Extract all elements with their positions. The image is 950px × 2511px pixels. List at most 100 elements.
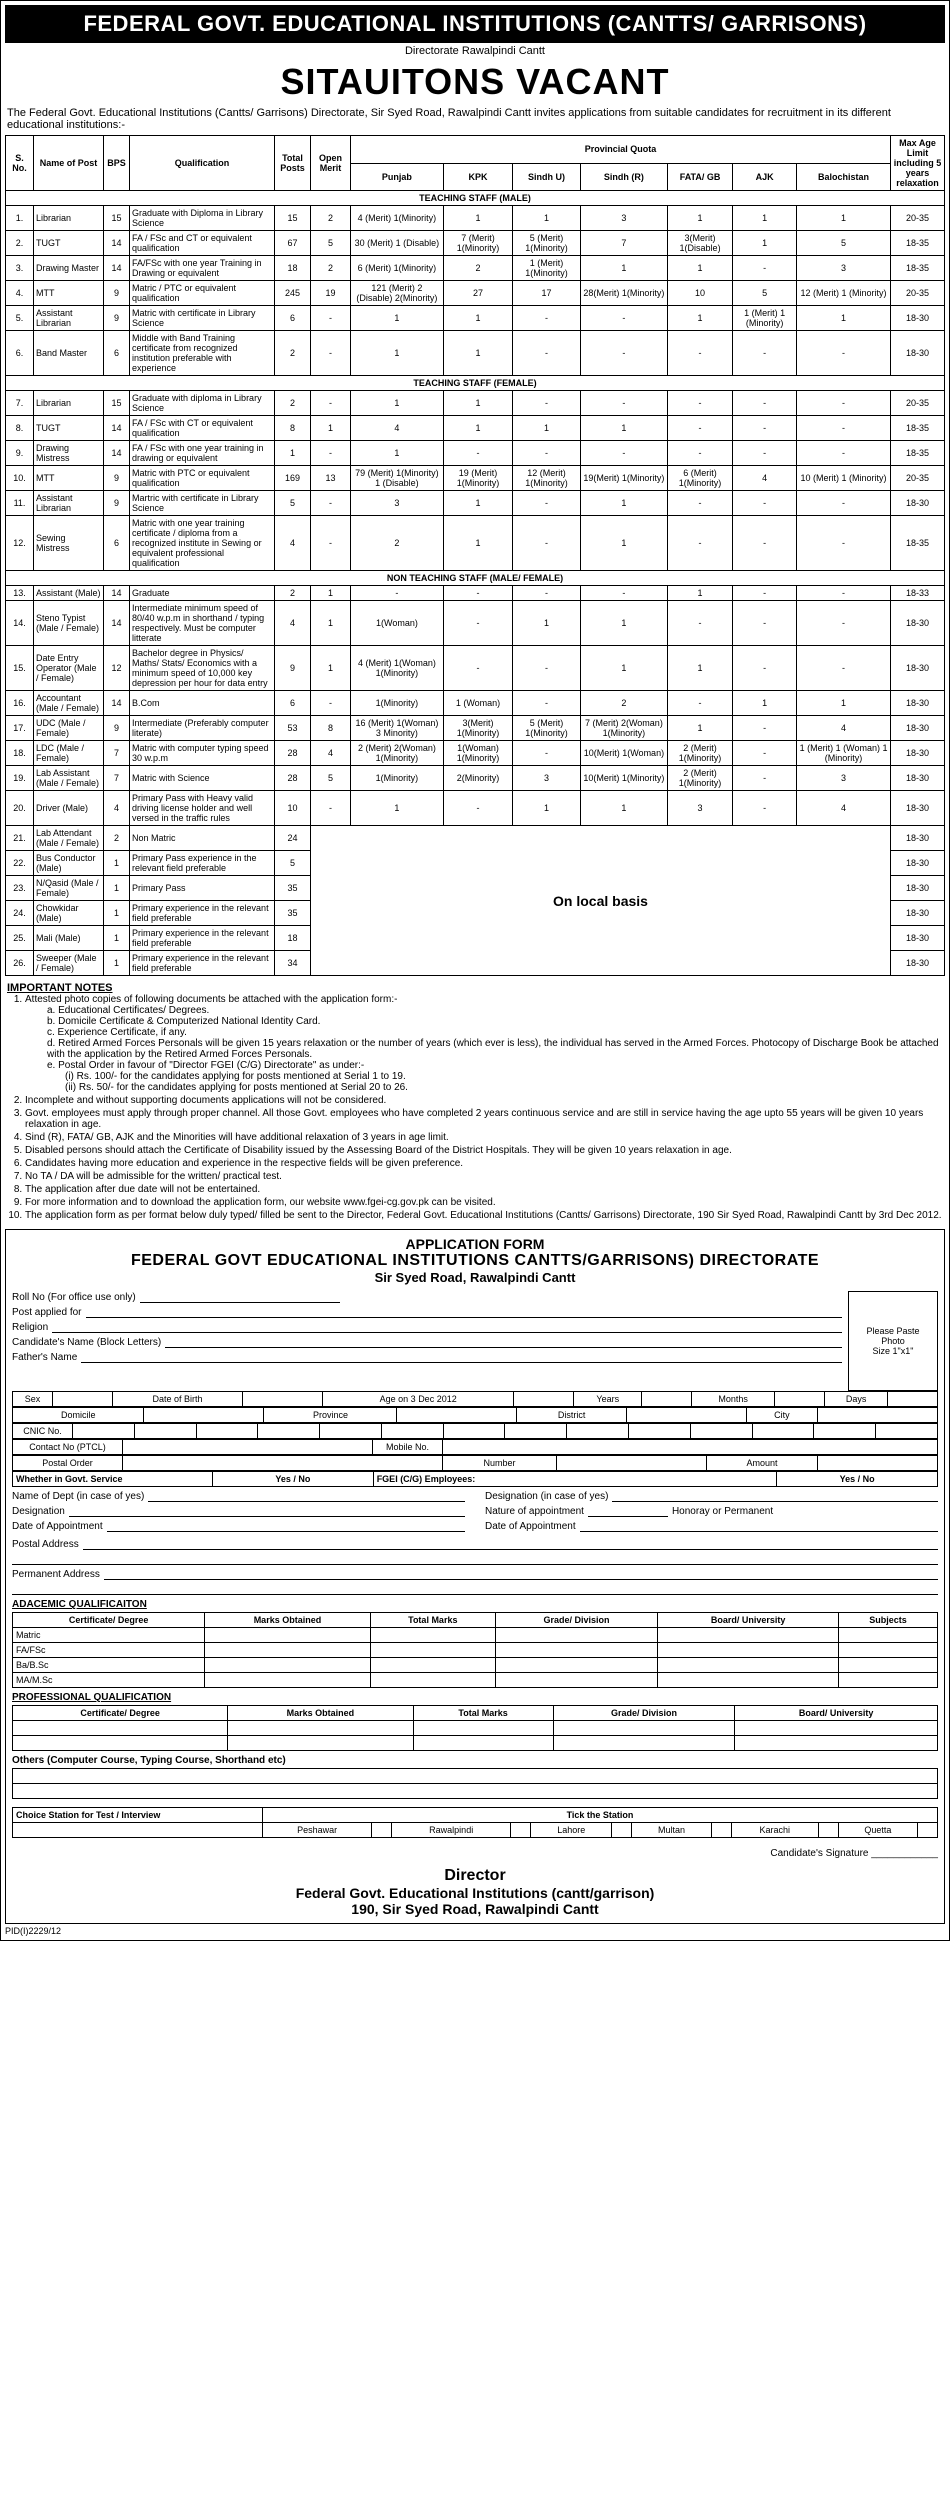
th-fata: FATA/ GB xyxy=(667,163,732,191)
field-dept[interactable] xyxy=(148,1490,465,1502)
field-dist[interactable] xyxy=(626,1408,746,1423)
field-doa2[interactable] xyxy=(580,1520,938,1532)
table-row: 9.Drawing Mistress14FA / FSc with one ye… xyxy=(6,441,945,466)
field-cnic[interactable] xyxy=(73,1424,135,1439)
row-contact: Contact No (PTCL) Mobile No. xyxy=(12,1439,938,1455)
field-number[interactable] xyxy=(556,1456,706,1471)
field-permaddr[interactable] xyxy=(104,1568,938,1580)
st-rwp: Rawalpindi xyxy=(392,1823,511,1838)
field-desig2[interactable] xyxy=(612,1490,938,1502)
chk-quetta[interactable] xyxy=(918,1823,938,1838)
chk-rwp[interactable] xyxy=(511,1823,531,1838)
th-cert: Certificate/ Degree xyxy=(13,1613,205,1628)
posts-table: S. No. Name of Post BPS Qualification To… xyxy=(5,135,945,976)
field-postal[interactable] xyxy=(123,1456,443,1471)
th-board: Board/ University xyxy=(658,1613,839,1628)
section-header: NON TEACHING STAFF (MALE/ FEMALE) xyxy=(6,571,945,586)
lbl-months: Months xyxy=(692,1392,775,1407)
field-city[interactable] xyxy=(818,1408,938,1423)
signature-line: Candidate's Signature ____________ xyxy=(12,1848,938,1859)
table-row: 15.Date Entry Operator (Male / Female)12… xyxy=(6,646,945,691)
th-bps: BPS xyxy=(104,136,130,191)
photo-l2: Photo xyxy=(849,1336,937,1346)
field-mobile[interactable] xyxy=(443,1440,938,1455)
app-h1: APPLICATION FORM xyxy=(12,1236,938,1252)
th-bal: Balochistan xyxy=(797,163,891,191)
field-days[interactable] xyxy=(888,1392,938,1407)
lbl-post: Post applied for xyxy=(12,1307,82,1318)
lbl-roll: Roll No (For office use only) xyxy=(12,1292,136,1303)
table-row: 8.TUGT14FA / FSc with CT or equivalent q… xyxy=(6,416,945,441)
lbl-doa: Date of Appointment xyxy=(12,1521,103,1532)
note-item: Sind (R), FATA/ GB, AJK and the Minoriti… xyxy=(25,1132,943,1143)
lbl-number: Number xyxy=(443,1456,557,1471)
acad-ma: MA/M.Sc xyxy=(13,1673,205,1688)
lbl-father: Father's Name xyxy=(12,1352,77,1363)
field-ageon[interactable] xyxy=(514,1392,574,1407)
field-dob[interactable] xyxy=(242,1392,322,1407)
chk-lhr[interactable] xyxy=(612,1823,632,1838)
lbl-dob: Date of Birth xyxy=(113,1392,243,1407)
field-contact[interactable] xyxy=(123,1440,373,1455)
lbl-cnic: CNIC No. xyxy=(13,1424,73,1439)
field-desig[interactable] xyxy=(69,1505,465,1517)
field-permaddr2[interactable] xyxy=(12,1583,938,1595)
th-marks: Marks Obtained xyxy=(205,1613,371,1628)
chk-pesh[interactable] xyxy=(372,1823,392,1838)
lbl-yesno2: Yes / No xyxy=(777,1472,938,1487)
th-name: Name of Post xyxy=(34,136,104,191)
th-total: Total Posts xyxy=(275,136,311,191)
field-religion[interactable] xyxy=(52,1321,842,1333)
chk-mul[interactable] xyxy=(711,1823,731,1838)
acad-fa: FA/FSc xyxy=(13,1643,205,1658)
page: FEDERAL GOVT. EDUCATIONAL INSTITUTIONS (… xyxy=(0,0,950,1941)
field-post[interactable] xyxy=(86,1306,843,1318)
field-doa[interactable] xyxy=(107,1520,465,1532)
prof-title: PROFESSIONAL QUALIFICATION xyxy=(12,1692,938,1703)
th-tot: Total Marks xyxy=(370,1613,495,1628)
field-roll[interactable] xyxy=(140,1291,340,1303)
table-row: 6.Band Master6Middle with Band Training … xyxy=(6,331,945,376)
field-months[interactable] xyxy=(775,1392,825,1407)
field-amount[interactable] xyxy=(818,1456,938,1471)
field-paddr[interactable] xyxy=(83,1538,938,1550)
table-row: 16.Accountant (Male / Female)14B.Com6-1(… xyxy=(6,691,945,716)
pid: PID(I)2229/12 xyxy=(5,1926,945,1936)
app-h2: FEDERAL GOVT EDUCATIONAL INSTITUTIONS CA… xyxy=(12,1252,938,1270)
th-cert2: Certificate/ Degree xyxy=(13,1706,228,1721)
prof-table: Certificate/ Degree Marks Obtained Total… xyxy=(12,1705,938,1751)
lbl-city: City xyxy=(746,1408,817,1423)
field-cand[interactable] xyxy=(165,1336,842,1348)
lbl-postal: Postal Order xyxy=(13,1456,123,1471)
table-row: 2.TUGT14FA / FSc and CT or equivalent qu… xyxy=(6,231,945,256)
photo-box: Please Paste Photo Size 1"x1" xyxy=(848,1291,938,1391)
field-sex[interactable] xyxy=(53,1392,113,1407)
field-prov[interactable] xyxy=(397,1408,517,1423)
lbl-sig: Candidate's Signature xyxy=(770,1848,868,1859)
field-nature[interactable] xyxy=(588,1505,668,1517)
posts-body: TEACHING STAFF (MALE)1.Librarian15Gradua… xyxy=(6,191,945,976)
table-row: 21.Lab Attendant (Male / Female)2Non Mat… xyxy=(6,826,945,851)
table-row: 4.MTT9Matric / PTC or equivalent qualifi… xyxy=(6,281,945,306)
lbl-nature: Nature of appointment xyxy=(485,1506,584,1517)
note-item: The application after due date will not … xyxy=(25,1184,943,1195)
field-father[interactable] xyxy=(81,1351,842,1363)
th-open: Open Merit xyxy=(311,136,351,191)
lbl-honperm: Honoray or Permanent xyxy=(672,1506,773,1517)
table-row: 20.Driver (Male)4Primary Pass with Heavy… xyxy=(6,791,945,826)
note-item: Candidates having more education and exp… xyxy=(25,1158,943,1169)
table-row: 5.Assistant Librarian9Matric with certif… xyxy=(6,306,945,331)
field-years[interactable] xyxy=(642,1392,692,1407)
application-form: APPLICATION FORM FEDERAL GOVT EDUCATIONA… xyxy=(5,1229,945,1924)
note-item: No TA / DA will be admissible for the wr… xyxy=(25,1171,943,1182)
field-paddr2[interactable] xyxy=(12,1553,938,1565)
lbl-dept: Name of Dept (in case of yes) xyxy=(12,1491,144,1502)
lbl-dom: Domicile xyxy=(13,1408,144,1423)
chk-khi[interactable] xyxy=(818,1823,838,1838)
note-item: Disabled persons should attach the Certi… xyxy=(25,1145,943,1156)
table-row: 13.Assistant (Male)14Graduate21----1--18… xyxy=(6,586,945,601)
field-dom[interactable] xyxy=(144,1408,264,1423)
lbl-religion: Religion xyxy=(12,1322,48,1333)
lbl-paddr: Postal Address xyxy=(12,1539,79,1550)
st-pesh: Peshawar xyxy=(263,1823,372,1838)
